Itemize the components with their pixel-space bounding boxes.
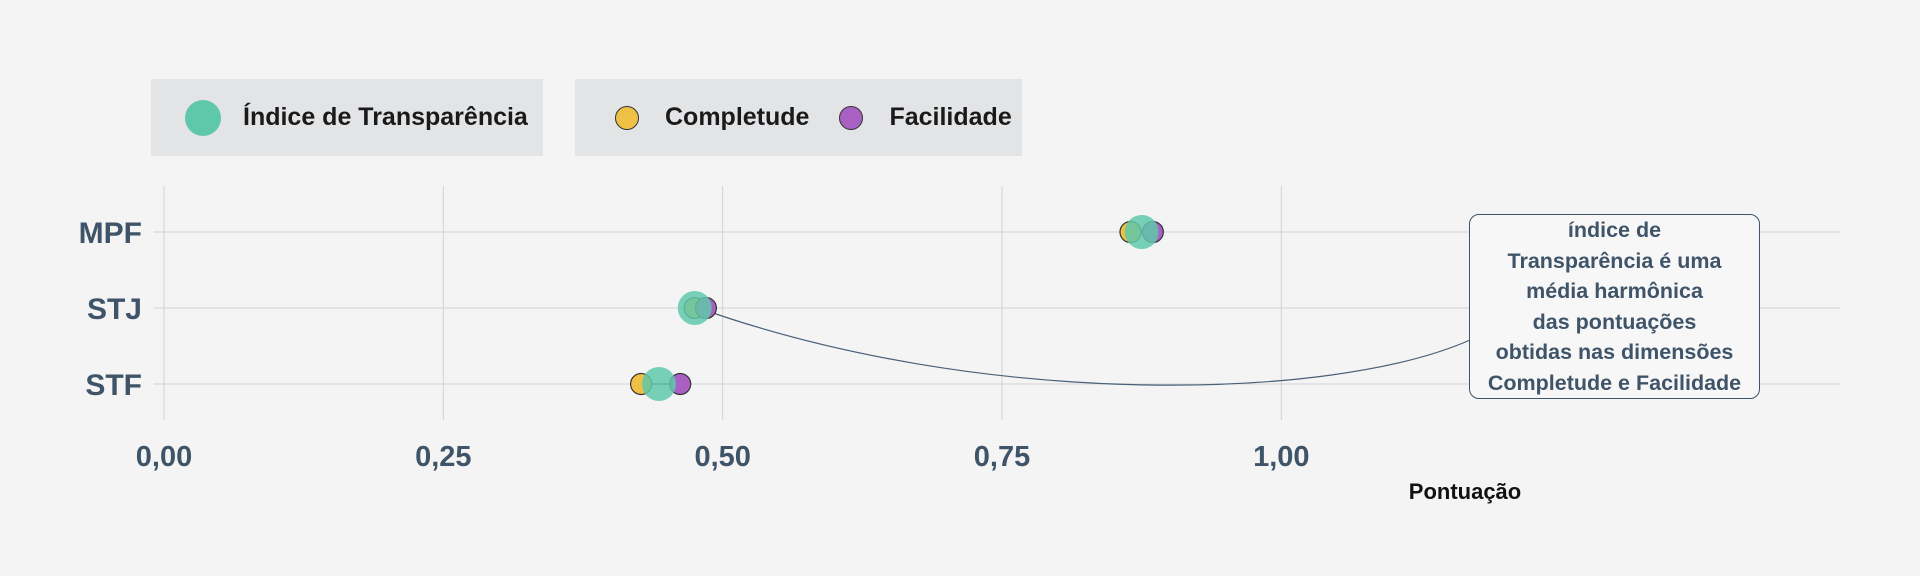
legend-label-completude: Completude (665, 103, 810, 131)
legend-label-indice: Índice de Transparência (243, 103, 528, 131)
x-tick-label: 0,00 (136, 441, 192, 473)
points-layer (630, 215, 1164, 401)
point-indice (677, 291, 712, 325)
legend-key-facilidade (839, 105, 864, 130)
annotation-connector (698, 307, 1471, 386)
legend-key-completude (615, 105, 639, 130)
x-tick-label: 0,50 (694, 441, 750, 473)
x-tick-label: 1,00 (1253, 441, 1309, 473)
point-indice (1124, 215, 1159, 249)
labels-layer: 0,00 0,25 0,50 0,75 1,00 MPF STJ STF Pontuação (79, 217, 1522, 504)
legend-group-index: Índice de Transparência (151, 79, 543, 156)
legend-group-dimensions: Completude Facilidade (575, 79, 1022, 156)
legend-key-indice (185, 99, 221, 136)
legend-item-completude: Completude (575, 103, 809, 132)
legend-item-indice: Índice de Transparência (151, 99, 528, 136)
x-tick-label: 0,25 (415, 441, 471, 473)
annotation-connector-layer (698, 307, 1471, 386)
legend-item-facilidade: Facilidade (809, 103, 1012, 132)
category-label: MPF (79, 217, 142, 250)
point-indice (641, 367, 676, 401)
annotation-box: índice de Transparência é uma média harm… (1469, 214, 1760, 399)
legend-label-facilidade: Facilidade (889, 103, 1012, 131)
x-tick-label: 0,75 (974, 441, 1030, 473)
category-label: STJ (87, 293, 142, 326)
category-label: STF (85, 369, 142, 402)
x-axis-title: Pontuação (1409, 479, 1521, 504)
